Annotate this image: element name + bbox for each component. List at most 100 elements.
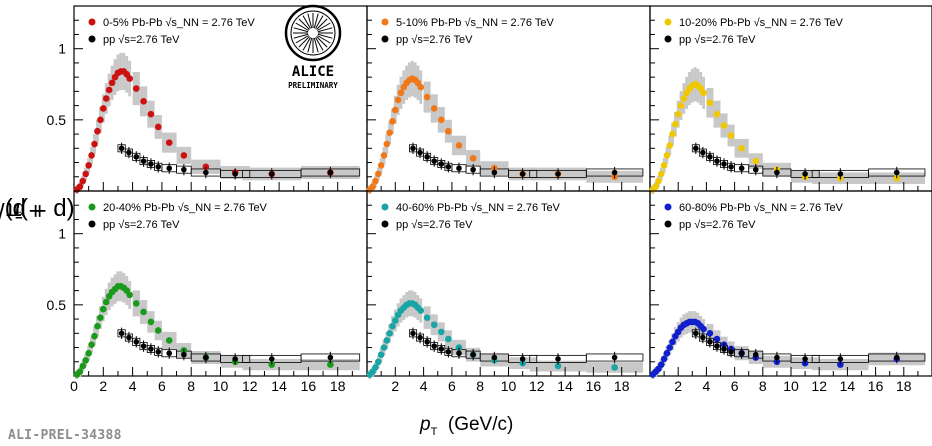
- pp-point: [410, 145, 416, 152]
- pbpb-point: [79, 177, 87, 185]
- pp-point: [456, 350, 462, 357]
- pp-point: [470, 351, 476, 358]
- pp-point: [456, 165, 462, 172]
- x-axis-title: pT (GeV/c): [420, 414, 513, 438]
- pp-point: [268, 356, 275, 362]
- pbpb-point: [389, 117, 396, 125]
- pbpb-point: [91, 140, 98, 148]
- pbpb-point: [837, 361, 844, 368]
- x-tick-label: 6: [731, 378, 739, 394]
- pbpb-point: [377, 162, 385, 169]
- pp-point: [802, 171, 808, 177]
- pbpb-point: [147, 110, 155, 118]
- pbpb-point: [700, 325, 707, 333]
- pbpb-point: [752, 157, 760, 165]
- pp-point: [445, 349, 452, 355]
- pbpb-point: [126, 75, 133, 82]
- pbpb-point: [386, 129, 393, 136]
- pbpb-point: [706, 330, 714, 337]
- legend-label-pp: pp √s=2.76 TeV: [396, 219, 473, 231]
- pbpb-point: [327, 361, 334, 368]
- legend-marker-pp: [381, 35, 389, 43]
- x-tick-label: 18: [330, 378, 346, 394]
- pbpb-point: [88, 341, 95, 348]
- alice-logo-ray: [293, 33, 309, 39]
- pbpb-point: [669, 338, 676, 346]
- legend-marker-pbpb: [381, 18, 389, 26]
- pbpb-point: [611, 364, 618, 371]
- pbpb-point: [85, 349, 92, 357]
- preliminary-id: ALI-PREL-34388: [8, 428, 122, 443]
- alice-logo-ray: [295, 35, 309, 44]
- pp-point: [118, 330, 125, 337]
- pbpb-point: [669, 130, 676, 138]
- pp-point: [126, 149, 132, 156]
- pbpb-point: [655, 177, 662, 185]
- pbpb-point: [727, 132, 735, 139]
- pp-point: [721, 161, 727, 167]
- pbpb-point: [417, 307, 425, 314]
- pbpb-point: [720, 122, 728, 129]
- alice-logo-ray: [302, 37, 311, 51]
- pbpb-point: [672, 120, 679, 128]
- pbpb-point: [666, 142, 674, 149]
- legend-marker-pbpb: [88, 203, 96, 211]
- pbpb-point: [663, 349, 671, 357]
- alice-logo-ray: [307, 37, 313, 53]
- alice-logo-ray: [317, 27, 333, 33]
- x-tick-label: 4: [420, 378, 428, 394]
- pp-point: [417, 149, 423, 156]
- pp-point: [417, 334, 423, 341]
- x-tick-label: 16: [301, 378, 317, 394]
- pp-point: [738, 350, 745, 357]
- pbpb-point: [674, 110, 682, 118]
- pbpb-point: [437, 116, 445, 124]
- pbpb-point: [713, 335, 721, 343]
- pp-point: [728, 164, 734, 170]
- legend-marker-pbpb: [664, 203, 672, 211]
- pbpb-point: [132, 85, 140, 92]
- y-tick-label: 1: [58, 41, 66, 57]
- pbpb-point: [375, 170, 382, 178]
- pbpb-point: [660, 355, 668, 363]
- x-tick-label: 8: [476, 378, 484, 394]
- pp-point: [118, 145, 125, 152]
- y-tick-label: 0.5: [47, 112, 67, 128]
- legend-label-pbpb: 10-20% Pb-Pb √s_NN = 2.76 TeV: [679, 17, 844, 29]
- pp-point: [140, 158, 147, 164]
- pbpb-point: [102, 298, 110, 306]
- alice-logo-ray: [298, 36, 310, 48]
- x-tick-label: 18: [614, 378, 630, 394]
- alice-logo-inner-ring: [290, 10, 336, 56]
- alice-logo-ray: [317, 35, 331, 44]
- pp-point: [410, 330, 416, 337]
- pp-point: [491, 354, 498, 361]
- panel-1: 5-10% Pb-Pb √s_NN = 2.76 TeV pp √s=2.76 T…: [366, 5, 651, 195]
- y-axis-title-part3: ): [20, 197, 28, 224]
- x-tick-label: 12: [811, 378, 827, 394]
- legend-marker-pp: [88, 220, 96, 228]
- pp-point: [893, 354, 900, 361]
- pbpb-point: [108, 79, 116, 87]
- pp-point: [327, 169, 334, 176]
- pp-point: [752, 166, 759, 173]
- pbpb-point: [154, 123, 162, 131]
- pp-point: [232, 171, 238, 177]
- pbpb-point: [102, 95, 110, 102]
- pp-point: [707, 154, 713, 160]
- pbpb-point: [82, 357, 90, 364]
- legend-label-pp: pp √s=2.76 TeV: [396, 34, 473, 46]
- pp-point: [438, 161, 445, 167]
- pbpb-point: [455, 142, 463, 149]
- pp-point: [470, 166, 476, 173]
- pp-point: [203, 354, 209, 361]
- x-tick-label: 8: [759, 378, 767, 394]
- panel-2: 10-20% Pb-Pb √s_NN = 2.76 TeV pp √s=2.76 …: [649, 5, 932, 195]
- pp-point: [519, 356, 526, 362]
- pbpb-point: [392, 317, 399, 324]
- pbpb-point: [554, 362, 562, 370]
- pp-point: [181, 351, 187, 358]
- pbpb-point: [680, 95, 688, 102]
- pp-point: [268, 171, 275, 177]
